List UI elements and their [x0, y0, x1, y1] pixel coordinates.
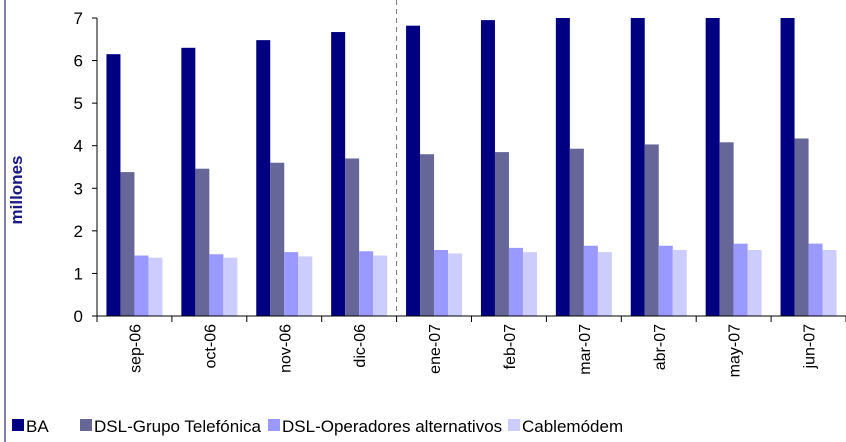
- bar: [808, 243, 823, 316]
- bar: [672, 250, 687, 316]
- x-tick-label: mar-07: [577, 324, 594, 375]
- bar: [569, 148, 584, 316]
- bar: [583, 245, 598, 316]
- bar: [120, 172, 135, 316]
- legend-swatch: [80, 419, 92, 431]
- bar: [298, 256, 313, 316]
- bar: [256, 40, 271, 316]
- bar: [134, 255, 149, 316]
- bar: [794, 138, 809, 316]
- bar: [822, 250, 837, 316]
- x-tick-label: nov-06: [277, 324, 294, 373]
- bar: [331, 32, 346, 316]
- bar: [494, 152, 509, 316]
- y-tick-label: 4: [74, 137, 83, 156]
- bar: [747, 250, 762, 316]
- bar: [223, 257, 238, 316]
- legend-label: DSL-Grupo Telefónica: [94, 417, 261, 436]
- x-tick-label: dic-06: [352, 324, 369, 368]
- bar: [373, 255, 388, 316]
- x-tick-label: sep-06: [127, 324, 144, 373]
- bar: [209, 254, 224, 316]
- bar: [480, 20, 495, 316]
- y-tick-label: 1: [74, 264, 83, 283]
- bar: [284, 252, 299, 316]
- x-tick-label: oct-06: [202, 324, 219, 369]
- bar: [555, 18, 570, 316]
- bar: [345, 158, 360, 316]
- bar: [359, 251, 374, 316]
- bar: [644, 144, 659, 316]
- bar: [733, 243, 748, 316]
- bar: [597, 252, 612, 316]
- legend-label: Cablemódem: [522, 417, 623, 436]
- x-tick-label: abr-07: [652, 324, 669, 370]
- bar: [148, 257, 163, 316]
- legend-label: DSL-Operadores alternativos: [282, 417, 502, 436]
- legend-label: BA: [26, 417, 49, 436]
- y-axis-label: millones: [7, 156, 26, 225]
- bar: [719, 142, 734, 316]
- y-tick-label: 0: [74, 307, 83, 326]
- bar: [106, 54, 121, 316]
- bar: [434, 250, 449, 316]
- legend-swatch: [12, 419, 24, 431]
- y-tick-label: 5: [74, 94, 83, 113]
- bar: [658, 245, 673, 316]
- bar: [780, 18, 795, 316]
- bar: [195, 168, 210, 316]
- y-tick-label: 3: [74, 179, 83, 198]
- bar: [420, 154, 435, 316]
- y-tick-label: 2: [74, 222, 83, 241]
- bar: [406, 25, 421, 316]
- x-tick-label: feb-07: [502, 324, 519, 369]
- x-tick-label: ene-07: [427, 324, 444, 374]
- bar: [522, 252, 537, 316]
- bar: [270, 162, 285, 316]
- x-tick-label: may-07: [727, 324, 744, 377]
- bar: [181, 47, 196, 316]
- legend-swatch: [268, 419, 280, 431]
- y-tick-label: 6: [74, 52, 83, 71]
- legend-swatch: [508, 419, 520, 431]
- bar: [705, 18, 720, 316]
- bar: [508, 247, 523, 316]
- bar: [448, 253, 463, 316]
- x-tick-label: jun-07: [802, 324, 819, 370]
- bar: [630, 18, 645, 316]
- y-tick-label: 7: [74, 9, 83, 28]
